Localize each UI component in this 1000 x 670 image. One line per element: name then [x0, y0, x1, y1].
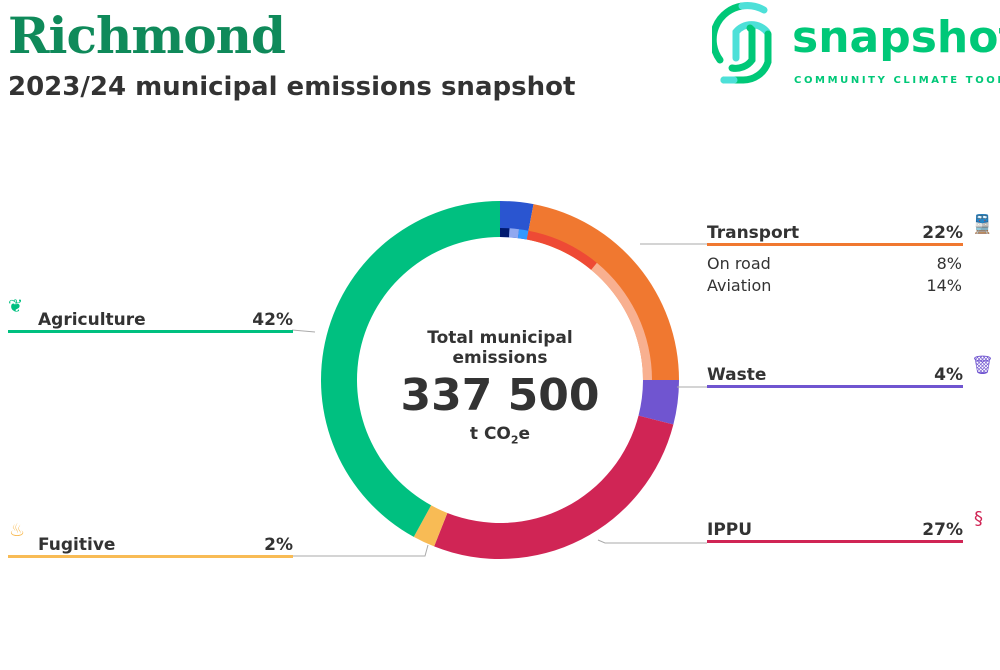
legend-on-road: On road 8%	[707, 254, 962, 273]
segment-ippu	[434, 415, 674, 559]
page-subtitle: 2023/24 municipal emissions snapshot	[8, 72, 576, 102]
train-icon: 🚆	[971, 214, 994, 235]
subsegment-on-road	[526, 230, 597, 270]
wheat-icon: ❦	[8, 296, 24, 317]
fingerprint-logo-icon	[712, 2, 772, 84]
snapshot-logo: snapshot COMMUNITY CLIMATE TOOL	[712, 0, 1000, 95]
subsegment-other-0	[500, 228, 510, 238]
subsegment-other-1	[508, 228, 520, 239]
leader-ippu	[597, 539, 707, 544]
gas-flare-icon: ♨	[9, 520, 26, 541]
smoke-icon: §	[974, 508, 983, 529]
segment-fugitive	[413, 505, 448, 547]
leader-agriculture	[291, 329, 316, 333]
page-title: Richmond	[8, 6, 286, 65]
logo-wordmark: snapshot	[792, 12, 1000, 63]
total-unit: t CO2e	[469, 424, 531, 447]
trash-bin-icon: 🗑	[971, 355, 994, 376]
legend-waste: Waste 4%	[707, 361, 963, 388]
legend-fugitive: Fugitive 2%	[8, 531, 293, 558]
segment-waste	[638, 380, 679, 425]
legend-agriculture: Agriculture 42%	[8, 306, 293, 333]
subsegment-aviation	[591, 262, 652, 380]
logo-tagline: COMMUNITY CLIMATE TOOL	[794, 75, 1000, 86]
legend-ippu: IPPU 27%	[707, 516, 963, 543]
total-value: 337 500	[400, 370, 600, 421]
chart-center: Total municipal emissions 337 500 t CO2e	[380, 328, 620, 446]
subsegment-other-2	[517, 229, 529, 240]
legend-transport: Transport 22%	[707, 219, 963, 246]
leader-fugitive	[292, 544, 429, 557]
legend-aviation: Aviation 14%	[707, 276, 962, 295]
segment-agriculture	[321, 201, 500, 537]
total-label: Total municipal emissions	[427, 328, 573, 368]
